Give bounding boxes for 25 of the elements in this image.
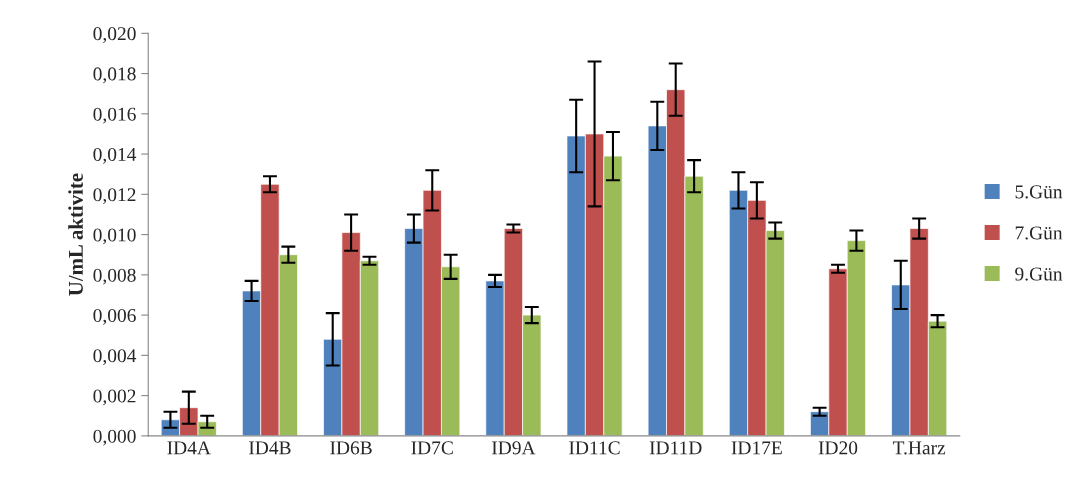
x-tick-label: ID6B	[330, 441, 372, 455]
legend-label: 7.Gün	[1015, 226, 1063, 240]
y-tick-label: 0,020	[93, 27, 136, 44]
x-tick-label: ID11C	[569, 441, 620, 455]
x-tick-label: ID11D	[649, 441, 702, 455]
y-tick-label: 0,000	[93, 429, 136, 446]
y-tick-label: 0,010	[93, 228, 136, 245]
x-tick-label: T.Harz	[892, 441, 946, 455]
x-tick-label: ID4B	[249, 441, 291, 455]
legend-label: 9.Gün	[1015, 267, 1063, 281]
x-tick-label: ID4A	[167, 441, 211, 455]
y-tick-label: 0,018	[93, 67, 136, 84]
y-tick-label: 0,008	[93, 268, 136, 285]
y-tick-label: 0,016	[93, 107, 136, 124]
legend-label: 5.Gün	[1015, 185, 1063, 199]
x-tick-label: ID20	[818, 441, 858, 455]
y-tick-label: 0,004	[93, 349, 137, 366]
y-axis-title: U/mL aktivite	[68, 173, 83, 296]
y-tick-label: 0,006	[93, 308, 136, 325]
x-tick-label: ID17E	[731, 441, 782, 455]
y-tick-label: 0,014	[93, 147, 137, 164]
x-tick-label: ID9A	[491, 441, 536, 455]
y-tick-label: 0,002	[93, 389, 136, 406]
y-tick-label: 0,012	[93, 188, 136, 205]
x-tick-label: ID7C	[411, 441, 453, 455]
